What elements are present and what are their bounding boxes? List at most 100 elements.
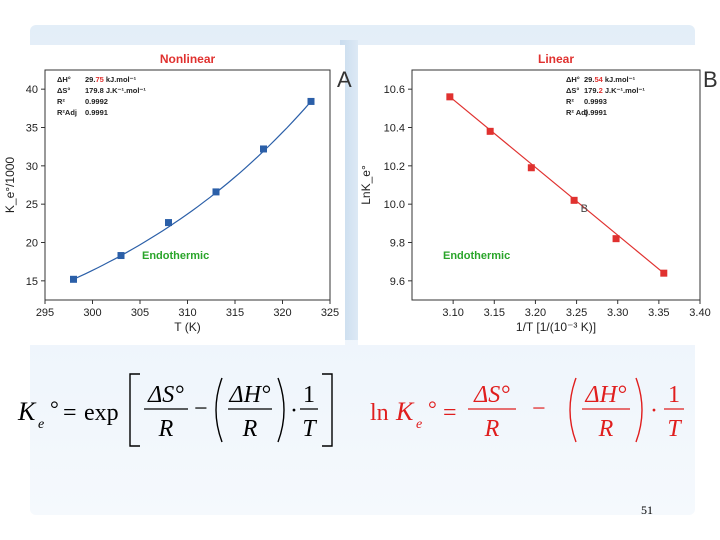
eq-right-den3: T bbox=[667, 416, 682, 442]
eq-right-lhs-degree: ° bbox=[428, 396, 437, 421]
chart1-x-tick-label: 3.10 bbox=[442, 307, 463, 319]
chart0-data-point bbox=[260, 145, 267, 153]
chart0-data-point bbox=[165, 219, 172, 227]
chart1-data-point bbox=[527, 164, 535, 172]
chart1-annotation: Endothermic bbox=[443, 250, 510, 262]
chart0-stat-value: 179.8 J.K⁻¹.mol⁻¹ bbox=[85, 86, 146, 95]
chart1-data-point bbox=[612, 235, 620, 243]
chart0-x-axis-label: T (K) bbox=[174, 320, 200, 334]
chart0-y-tick-label: 20 bbox=[26, 238, 38, 250]
eq-left-den3: T bbox=[302, 416, 317, 442]
nonlinear-chart-panel: Nonlinear 295 300 305 310 315 320 325 15 20 25 30 35… bbox=[0, 45, 345, 345]
chart1-y-tick-label: 10.4 bbox=[384, 123, 405, 135]
chart0-data-point bbox=[307, 97, 315, 105]
chart0-data-point bbox=[117, 252, 125, 260]
linear-chart-panel: Linear 3.10 3.15 3.20 3.25 3.30 3.35 3.40 9.6 9.8… bbox=[358, 45, 720, 345]
eq-right-ln: ln bbox=[370, 400, 389, 426]
eq-right-paren-close bbox=[635, 377, 643, 443]
chart0-annotation: Endothermic bbox=[142, 250, 209, 262]
eq-left-num2: ΔH° bbox=[228, 382, 270, 408]
chart0-stat-value: 29.75 kJ.mol⁻¹ bbox=[85, 75, 137, 84]
linear-chart: Linear 3.10 3.15 3.20 3.25 3.30 3.35 3.40 9.6 9.8… bbox=[359, 52, 711, 334]
chart0-x-tick-label: 325 bbox=[321, 307, 339, 319]
eq-right-num1: ΔS° bbox=[473, 382, 510, 408]
chart0-stat-label: ΔH° bbox=[57, 75, 71, 84]
chart0-x-tick-label: 320 bbox=[273, 307, 291, 319]
eq-left-den1: R bbox=[158, 416, 174, 442]
chart1-stat-value: 179.2 J.K⁻¹.mol⁻¹ bbox=[584, 86, 645, 95]
chart0-y-tick-label: 35 bbox=[26, 123, 38, 135]
eq-left-den2: R bbox=[242, 416, 258, 442]
panel-letter-a: A bbox=[337, 67, 352, 92]
chart1-x-tick-label: 3.35 bbox=[648, 307, 669, 319]
chart1-y-tick-label: 10.0 bbox=[384, 199, 405, 211]
nonlinear-equation: K e ° = exp ΔS° R − ΔH° R · 1 T bbox=[17, 368, 338, 458]
chart1-x-tick-label: 3.25 bbox=[566, 307, 587, 319]
eq-right-den2: R bbox=[598, 416, 614, 442]
eq-left-equals: = bbox=[63, 400, 77, 426]
chart1-stat-label: ΔH° bbox=[566, 75, 580, 84]
chart1-x-tick-label: 3.20 bbox=[525, 307, 546, 319]
chart0-stat-value: 0.9991 bbox=[85, 108, 108, 117]
chart1-x-tick-label: 3.30 bbox=[607, 307, 628, 319]
eq-right-lhs-sub: e bbox=[416, 417, 422, 432]
chart1-x-tick-label: 3.15 bbox=[484, 307, 505, 319]
eq-left-bracket-open bbox=[129, 373, 140, 447]
chart0-series-line bbox=[73, 101, 312, 280]
chart1-series-line bbox=[449, 96, 665, 274]
chart1-data-point bbox=[446, 93, 454, 101]
chart0-title: Nonlinear bbox=[160, 52, 216, 66]
eq-right-minus: − bbox=[532, 396, 546, 422]
eq-right-num2: ΔH° bbox=[584, 382, 626, 408]
chart0-x-tick-label: 295 bbox=[36, 307, 54, 319]
chart1-stat-label: R² Adj bbox=[566, 108, 588, 117]
chart0-x-tick-label: 300 bbox=[83, 307, 101, 319]
eq-left-lhs-degree: ° bbox=[50, 396, 59, 421]
chart1-stat-value: 0.9993 bbox=[584, 97, 607, 106]
chart1-y-axis-label: LnK_e° bbox=[359, 165, 373, 205]
chart1-x-tick-label: 3.40 bbox=[689, 307, 710, 319]
chart1-point-label: B bbox=[581, 203, 588, 215]
eq-right-lhs: K bbox=[395, 397, 415, 426]
eq-right-paren-open bbox=[569, 377, 577, 443]
eq-left-num3: 1 bbox=[303, 382, 315, 408]
eq-right-equals: = bbox=[443, 400, 457, 426]
eq-left-lhs: K bbox=[17, 397, 37, 426]
chart0-y-tick-label: 15 bbox=[26, 276, 38, 288]
eq-right-den1: R bbox=[484, 416, 500, 442]
eq-left-num1: ΔS° bbox=[147, 382, 184, 408]
chart1-stat-label: R² bbox=[566, 97, 574, 106]
chart0-stat-value: 0.9992 bbox=[85, 97, 108, 106]
chart0-stat-label: ΔS° bbox=[57, 86, 70, 95]
nonlinear-chart: Nonlinear 295 300 305 310 315 320 325 15 20 25 30 35… bbox=[3, 52, 339, 334]
eq-left-dot: · bbox=[290, 398, 298, 424]
eq-left-bracket-close bbox=[322, 373, 333, 447]
chart1-x-axis-label: 1/T [1/(10⁻³ K)] bbox=[516, 320, 596, 334]
chart0-data-point bbox=[70, 275, 77, 283]
chart1-stat-label: ΔS° bbox=[566, 86, 579, 95]
chart0-y-axis-label: K_e°/1000 bbox=[3, 157, 17, 214]
page-number: 51 bbox=[641, 503, 653, 517]
chart0-stat-label: R² bbox=[57, 97, 65, 106]
eq-left-minus: − bbox=[194, 396, 208, 422]
eq-left-paren-close bbox=[277, 377, 285, 443]
chart1-plot-frame bbox=[411, 69, 701, 301]
panel-letter-b: B bbox=[703, 67, 718, 92]
chart1-stat-value: 29.54 kJ.mol⁻¹ bbox=[584, 75, 636, 84]
chart1-stat-value: 0.9991 bbox=[584, 108, 607, 117]
chart0-x-tick-label: 315 bbox=[226, 307, 244, 319]
chart1-y-tick-label: 10.6 bbox=[384, 84, 405, 96]
eq-left-lhs-sub: e bbox=[38, 417, 44, 432]
chart1-data-point bbox=[660, 269, 668, 277]
chart1-data-point bbox=[486, 127, 494, 135]
chart1-y-tick-label: 9.8 bbox=[390, 238, 405, 250]
chart0-y-tick-label: 25 bbox=[26, 199, 38, 211]
linear-equation: ln K e ° = ΔS° R − ΔH° R · 1 T bbox=[370, 368, 690, 458]
eq-left-paren-open bbox=[215, 377, 223, 443]
chart1-title: Linear bbox=[538, 52, 574, 66]
chart0-stat-label: R²Adj bbox=[57, 108, 77, 117]
eq-right-dot: · bbox=[650, 398, 658, 424]
eq-right-num3: 1 bbox=[668, 382, 680, 408]
chart0-y-tick-label: 30 bbox=[26, 161, 38, 173]
chart1-y-tick-label: 9.6 bbox=[390, 276, 405, 288]
